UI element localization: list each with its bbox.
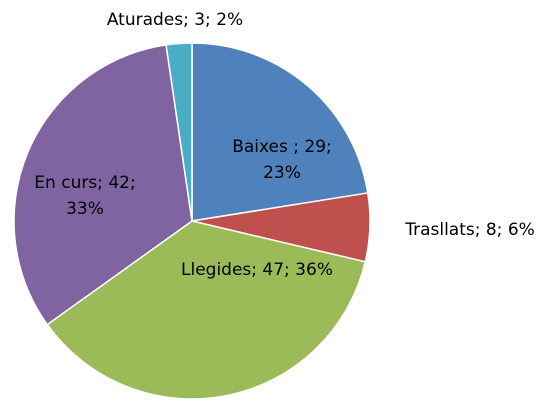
pie-slice	[13, 44, 193, 326]
pie-slice	[191, 42, 369, 222]
pie-slice	[46, 220, 367, 400]
data-label: En curs; 42; 33%	[34, 173, 136, 219]
data-label: Aturades; 3; 2%	[106, 10, 244, 30]
data-label: Trasllats; 8; 6%	[405, 220, 535, 240]
data-label: Baixes ; 29; 23%	[232, 137, 332, 183]
pie-slice	[165, 42, 193, 222]
data-label: Llegides; 47; 36%	[181, 260, 333, 280]
